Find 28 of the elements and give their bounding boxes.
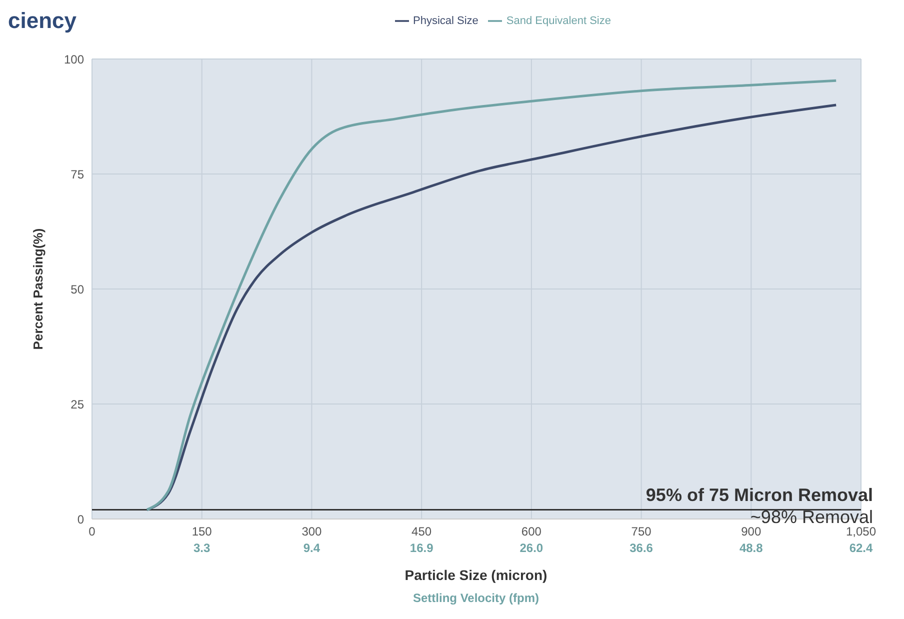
annotation: ~98% Removal (750, 506, 873, 527)
y-tick-label: 75 (70, 167, 84, 182)
text: 9.4 (303, 541, 320, 555)
text: 62.4 (849, 541, 873, 555)
x-tick-label: 300 (302, 524, 322, 539)
annotation: 95% of 75 Micron Removal (646, 484, 873, 506)
x2-axis-title: Settling Velocity (fpm) (412, 591, 540, 605)
y-tick-label: 100 (64, 52, 84, 66)
x-tick-label: 600 (521, 524, 542, 539)
y-tick-label: 0 (77, 512, 84, 526)
chart-title: ciency (8, 8, 76, 34)
text: 3.3 (194, 541, 211, 555)
x-tick-label: 750 (631, 524, 652, 539)
legend-label: Physical Size (413, 14, 478, 27)
x-tick-label: 900 (741, 524, 762, 539)
x-tick-label: 150 (192, 524, 212, 539)
legend-label: Sand Equivalent Size (506, 14, 611, 27)
text: 16.9 (410, 541, 434, 555)
x-tick-label: 1,050 (846, 524, 876, 539)
text: 48.8 (739, 541, 764, 555)
text: 36.6 (630, 541, 654, 555)
x-axis-title: Particle Size (micron) (404, 567, 548, 583)
text: 26.0 (520, 541, 544, 555)
y-axis-title: Percent Passing(%) (30, 228, 46, 350)
y-tick-label: 50 (70, 282, 84, 296)
x-tick-label: 0 (88, 524, 96, 539)
x-tick-label: 450 (412, 524, 432, 539)
y-tick-label: 25 (70, 397, 84, 412)
